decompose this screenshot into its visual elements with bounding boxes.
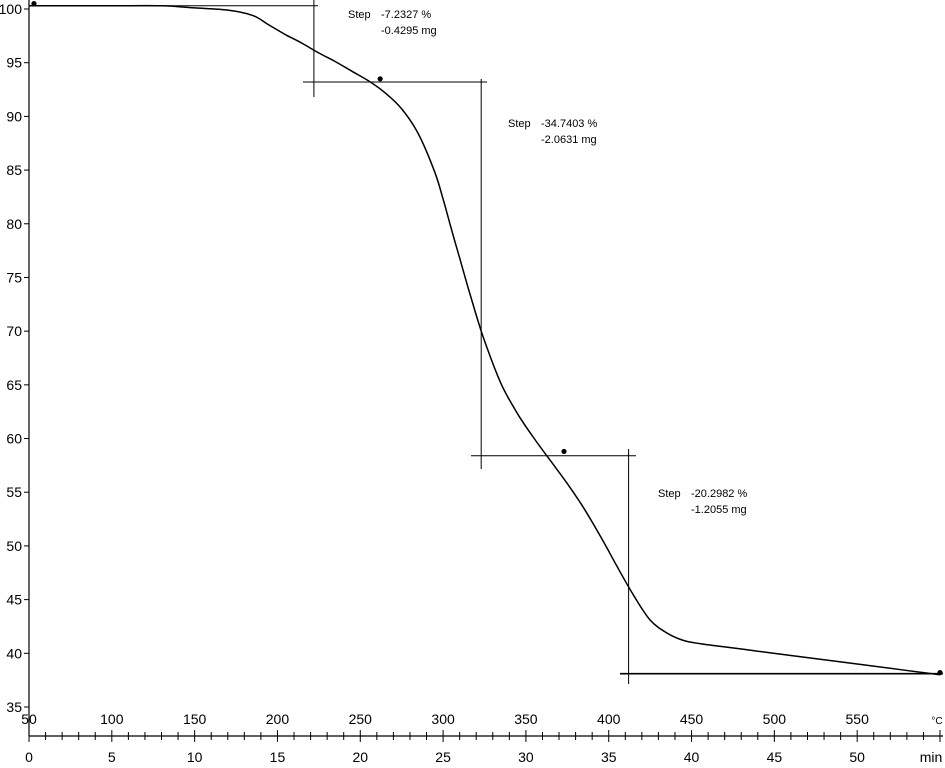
y-tick-label: 50	[6, 538, 22, 554]
temperature-tick-label: 500	[763, 711, 787, 727]
time-tick-label: 5	[108, 749, 116, 765]
step-percent: -20.2982 %	[691, 488, 747, 500]
step-mass: -2.0631 mg	[541, 134, 597, 146]
y-tick-label: 45	[6, 592, 22, 608]
step-label: Step	[658, 488, 681, 500]
time-tick-label: 40	[684, 749, 700, 765]
time-unit-label: min	[920, 749, 943, 765]
y-tick-label: 100	[0, 1, 22, 17]
data-point-marker	[561, 448, 567, 455]
time-tick-label: 10	[187, 749, 203, 765]
y-tick-label: 95	[6, 55, 22, 71]
y-tick-label: 65	[6, 377, 22, 393]
time-tick-label: 15	[270, 749, 286, 765]
time-tick-label: 35	[601, 749, 617, 765]
y-tick-label: 80	[6, 216, 22, 232]
time-tick-label: 50	[849, 749, 865, 765]
y-tick-label: 35	[6, 699, 22, 715]
marker-layer	[31, 1, 943, 676]
temperature-tick-label: 300	[431, 711, 455, 727]
y-tick-label: 75	[6, 269, 22, 285]
time-tick-label: 0	[25, 749, 33, 765]
temperature-tick-label: 50	[21, 711, 37, 727]
step-mass: -0.4295 mg	[381, 25, 437, 37]
time-tick-label: 45	[767, 749, 783, 765]
step-percent: -34.7403 %	[541, 118, 597, 130]
y-tick-label: 55	[6, 484, 22, 500]
y-tick-label: 40	[6, 645, 22, 661]
temperature-tick-label: 400	[597, 711, 621, 727]
data-point-marker	[31, 1, 37, 7]
step-label: Step	[348, 9, 371, 21]
temperature-tick-label: 150	[183, 711, 207, 727]
step-annotations: Step -7.2327 % -0.4295 mg Step -34.7403 % -2.…	[29, 0, 943, 684]
data-point-marker	[377, 76, 383, 82]
temperature-tick-label: 350	[514, 711, 538, 727]
y-tick-label: 70	[6, 323, 22, 339]
y-tick-label: 85	[6, 162, 22, 178]
tga-curve	[29, 4, 941, 676]
time-tick-label: 30	[518, 749, 534, 765]
step-percent: -7.2327 %	[381, 9, 431, 21]
curve-layer	[29, 4, 941, 676]
y-tick-label: 60	[6, 431, 22, 447]
step-label: Step	[508, 118, 531, 130]
time-tick-label: 25	[435, 749, 451, 765]
temperature-tick-label: 550	[846, 711, 870, 727]
step-mass: -1.2055 mg	[691, 504, 747, 516]
temperature-tick-label: 250	[349, 711, 373, 727]
temperature-tick-label: 200	[266, 711, 290, 727]
temperature-unit-label: °C	[931, 716, 942, 727]
temperature-tick-label: 450	[680, 711, 704, 727]
y-tick-label: 90	[6, 108, 22, 124]
data-point-marker	[937, 670, 943, 676]
time-tick-label: 20	[352, 749, 368, 765]
temperature-tick-label: 100	[100, 711, 124, 727]
